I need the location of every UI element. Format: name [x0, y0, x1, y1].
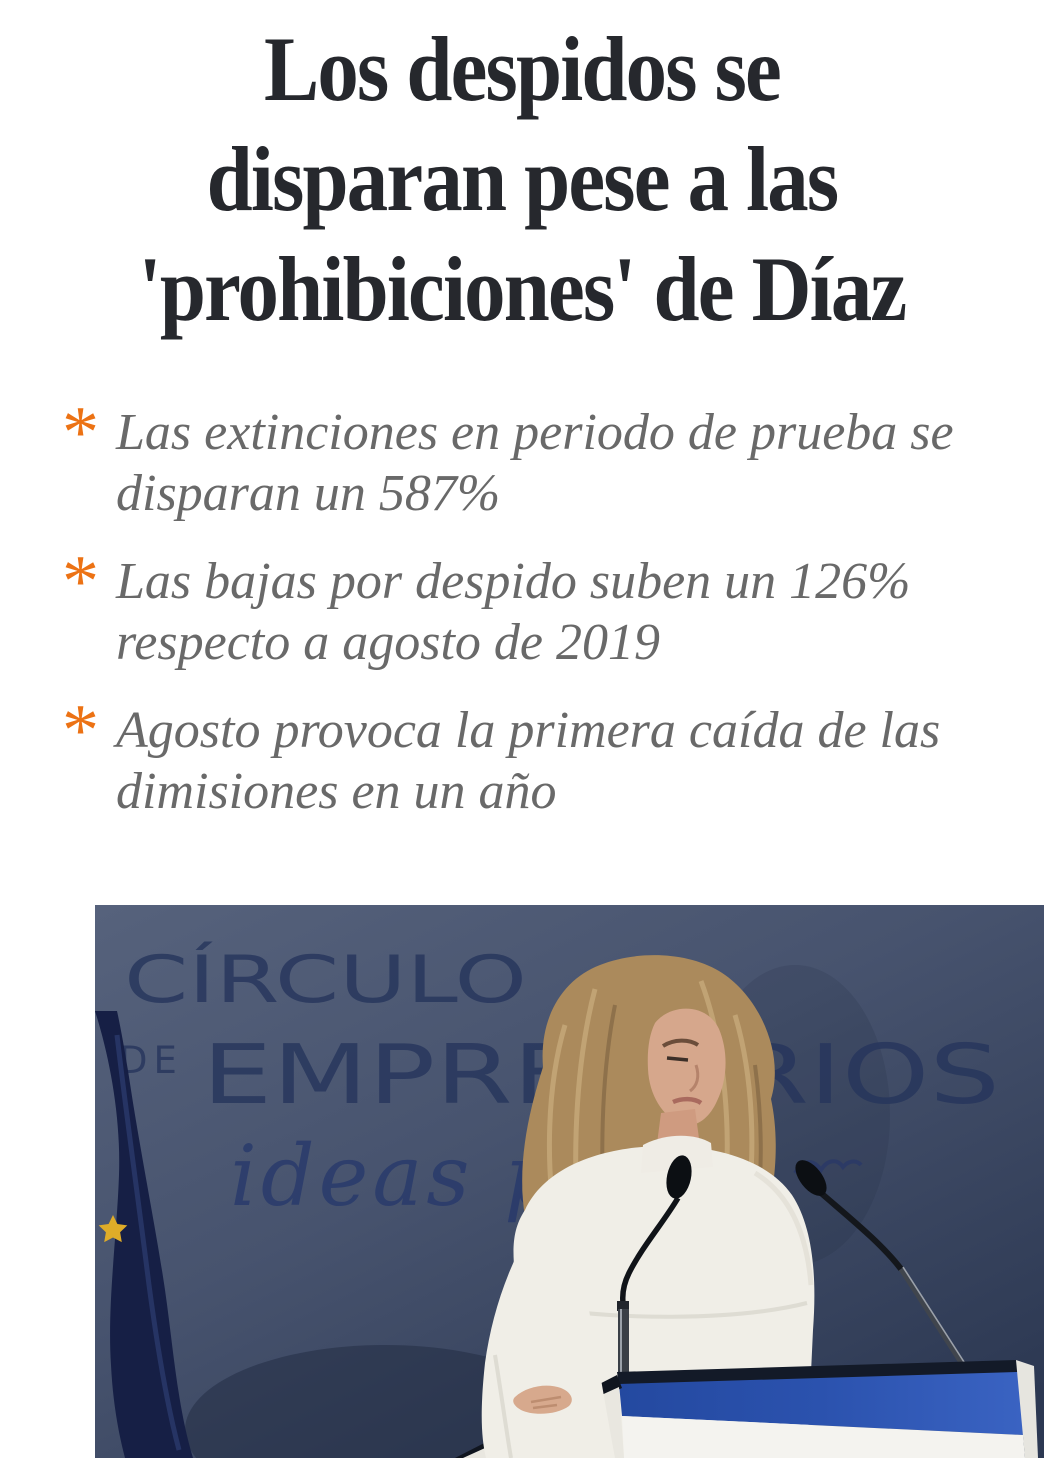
microphone-left — [617, 1155, 692, 1373]
microphone-right — [795, 1160, 967, 1369]
podium-top-rim — [617, 1360, 1018, 1385]
headline-line-3: 'prohibiciones' de Díaz — [138, 238, 908, 340]
blouse-collar — [641, 1135, 713, 1173]
summary-bullet-list: * Las extinciones en periodo de prueba s… — [0, 392, 1044, 822]
bullet-text: Las bajas por despido suben un 126% resp… — [116, 553, 911, 671]
eye — [666, 1056, 689, 1062]
mic-gooseneck — [620, 1196, 681, 1304]
headline-line-2: disparan pese a las — [206, 128, 839, 230]
speaker-face — [647, 1008, 726, 1126]
mic-capsule — [666, 1155, 692, 1199]
backdrop-script-text: ideas p — [230, 1127, 562, 1225]
eu-star-icon — [98, 1215, 128, 1243]
headline-line-1: Los despidos se — [264, 18, 782, 120]
mic-gooseneck — [819, 1190, 904, 1271]
hair-highlight-strands — [546, 980, 755, 1256]
podium-blue-band — [619, 1372, 1023, 1435]
mic-stand-rod — [898, 1267, 967, 1369]
mic-rod-highlight — [902, 1266, 967, 1366]
photo-canvas: CÍRCULO DE EMPRESARIOS ideas p — [95, 905, 1044, 1458]
bullet-text: Las extinciones en periodo de prueba se … — [116, 404, 954, 522]
lips — [672, 1096, 703, 1105]
flag-fold-highlight — [114, 1034, 182, 1451]
eyebrow — [661, 1038, 700, 1048]
backdrop-title-circulo: CÍRCULO — [124, 940, 527, 1018]
list-item: * Agosto provoca la primera caída de las… — [62, 690, 1004, 822]
article-photo: CÍRCULO DE EMPRESARIOS ideas p — [95, 905, 1044, 1458]
bullet-text: Agosto provoca la primera caída de las d… — [116, 702, 941, 820]
mic-joint — [617, 1301, 629, 1311]
asterisk-bullet-icon: * — [62, 690, 99, 772]
blouse-arm-fold — [753, 1170, 814, 1286]
mic-capsule — [795, 1160, 827, 1196]
list-item: * Las extinciones en periodo de prueba s… — [62, 392, 1004, 524]
list-item: * Las bajas por despido suben un 126% re… — [62, 541, 1004, 673]
asterisk-bullet-icon: * — [62, 541, 99, 623]
mic-stand-rod — [618, 1309, 629, 1373]
asterisk-bullet-icon: * — [62, 392, 99, 474]
article-headline: Los despidos se disparan pese a las 'pro… — [20, 14, 1024, 344]
backdrop-script-flourish — [793, 1159, 863, 1175]
nose-shading — [689, 1064, 700, 1093]
speaker-left-sleeve — [481, 1200, 615, 1458]
fingers — [530, 1395, 562, 1410]
